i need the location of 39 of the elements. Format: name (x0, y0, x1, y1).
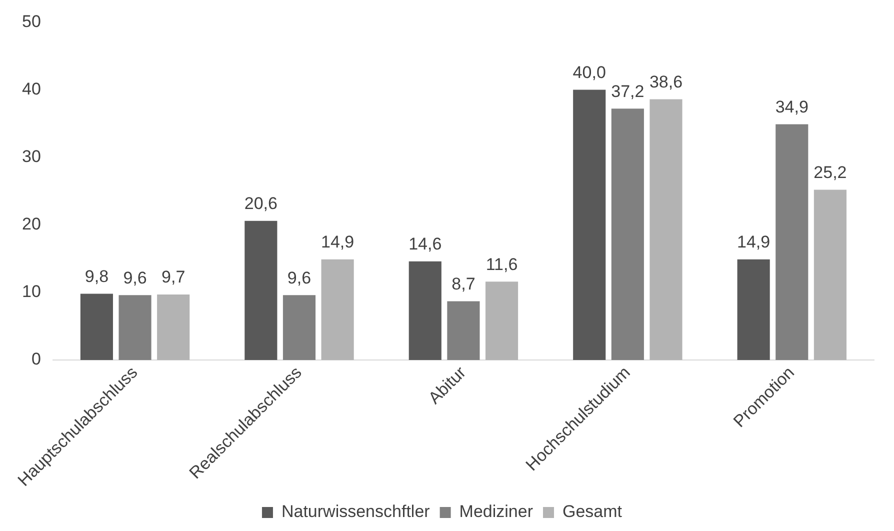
legend-label: Gesamt (562, 502, 622, 522)
data-label: 9,8 (84, 266, 109, 286)
y-tick-label: 10 (22, 282, 41, 302)
data-label: 34,9 (775, 97, 808, 116)
bar (737, 259, 770, 360)
data-label: 8,7 (452, 274, 476, 294)
bar (118, 295, 152, 360)
bar (80, 294, 113, 360)
data-label: 9,7 (162, 268, 186, 287)
legend-label: Naturwissenschftler (281, 502, 430, 522)
y-tick-label: 30 (22, 147, 41, 166)
bar (282, 295, 316, 360)
data-label: 14,6 (408, 234, 442, 254)
bar (573, 90, 606, 360)
legend-label: Mediziner (459, 502, 534, 522)
bar (650, 99, 682, 360)
y-tick-label: 40 (22, 79, 41, 98)
y-tick-label: 0 (31, 350, 41, 369)
bar (244, 220, 278, 360)
data-label: 9,6 (287, 268, 312, 288)
data-label: 25,2 (814, 162, 847, 182)
bar (776, 124, 808, 360)
bar (611, 108, 644, 360)
data-label: 9,6 (123, 268, 147, 288)
bar (485, 282, 518, 360)
data-label: 40,0 (572, 62, 606, 82)
bar (157, 294, 190, 360)
data-label: 14,9 (737, 232, 770, 252)
bar (321, 259, 354, 360)
bar (814, 190, 846, 360)
y-tick-label: 20 (22, 214, 41, 234)
bar (447, 301, 480, 360)
data-label: 38,6 (649, 72, 683, 92)
data-label: 37,2 (611, 82, 644, 101)
data-label: 20,6 (244, 194, 278, 214)
y-tick-label: 50 (22, 12, 41, 31)
data-label: 14,9 (321, 232, 354, 252)
bar (408, 261, 442, 360)
data-label: 11,6 (486, 254, 518, 274)
